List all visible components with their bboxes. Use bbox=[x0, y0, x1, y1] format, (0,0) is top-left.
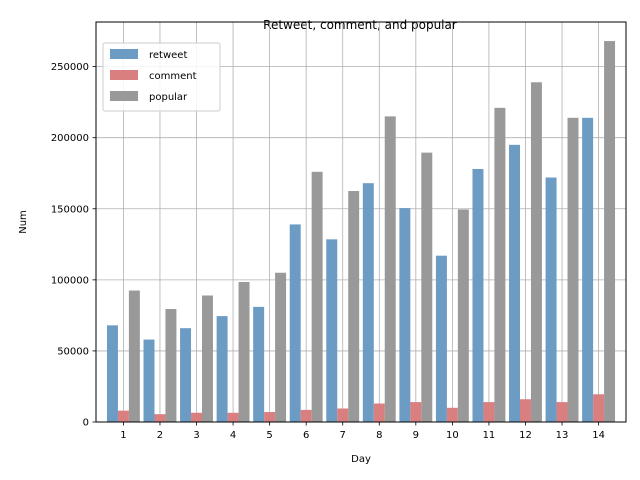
bar-comment bbox=[483, 402, 495, 422]
y-axis-ticks: 0 50000 100000 150000 200000 250000 bbox=[51, 62, 96, 429]
bar-retweet bbox=[509, 144, 520, 422]
x-axis-ticks: 1 2 3 4 5 6 7 8 9 10 11 12 13 14 bbox=[120, 422, 605, 441]
x-tick-label: 5 bbox=[266, 430, 272, 441]
bar-retweet bbox=[582, 117, 594, 423]
y-tick-label: 0 bbox=[83, 418, 89, 429]
legend-swatch-retweet bbox=[110, 49, 138, 59]
y-tick-label: 250000 bbox=[51, 62, 89, 73]
chart-title: Retweet, comment, and popular bbox=[263, 18, 457, 32]
plot-frame bbox=[95, 21, 627, 423]
x-tick-label: 10 bbox=[446, 430, 459, 441]
bar-popular bbox=[457, 209, 469, 422]
y-axis-label: Num bbox=[18, 210, 29, 234]
bar-popular bbox=[165, 308, 177, 422]
bar-retweet bbox=[106, 325, 118, 422]
bar-popular bbox=[202, 295, 213, 422]
bar-retweet bbox=[180, 328, 192, 422]
bar-comment bbox=[300, 409, 312, 422]
bar-retweet bbox=[362, 183, 374, 422]
y-tick-label: 200000 bbox=[51, 133, 89, 144]
bar-popular bbox=[494, 107, 506, 422]
x-tick-label: 7 bbox=[340, 430, 346, 441]
bar-comment bbox=[556, 402, 568, 422]
bars bbox=[106, 41, 616, 423]
bar-comment bbox=[337, 408, 349, 422]
bar-retweet bbox=[545, 177, 557, 422]
bar-popular bbox=[421, 152, 433, 422]
bar-comment bbox=[264, 412, 276, 422]
bar-retweet bbox=[143, 339, 155, 422]
legend-label-comment: comment bbox=[149, 71, 197, 82]
x-tick-label: 3 bbox=[193, 430, 199, 441]
bar-comment bbox=[373, 403, 385, 422]
bar-popular bbox=[311, 171, 323, 422]
bar-retweet bbox=[326, 239, 338, 422]
x-tick-label: 13 bbox=[556, 430, 569, 441]
bar-popular bbox=[275, 272, 287, 422]
x-tick-label: 4 bbox=[230, 430, 236, 441]
bar-popular bbox=[567, 117, 579, 423]
x-tick-label: 8 bbox=[376, 430, 382, 441]
bar-popular bbox=[348, 191, 360, 422]
x-tick-label: 14 bbox=[592, 430, 605, 441]
legend: retweet comment popular bbox=[102, 42, 221, 112]
bar-popular bbox=[530, 82, 542, 422]
x-tick-label: 2 bbox=[157, 430, 163, 441]
bar-comment bbox=[227, 412, 239, 422]
legend-label-popular: popular bbox=[149, 92, 188, 103]
bar-popular bbox=[238, 281, 250, 422]
bar-comment bbox=[520, 399, 531, 422]
x-tick-label: 9 bbox=[413, 430, 419, 441]
bar-popular bbox=[384, 116, 396, 422]
legend-label-retweet: retweet bbox=[149, 50, 187, 61]
bar-comment bbox=[593, 394, 605, 422]
legend-swatch-comment bbox=[110, 70, 138, 80]
bar-retweet bbox=[399, 208, 411, 422]
x-tick-label: 12 bbox=[519, 430, 532, 441]
x-axis-label: Day bbox=[351, 454, 371, 465]
bar-popular bbox=[604, 41, 616, 423]
x-tick-label: 6 bbox=[303, 430, 309, 441]
bar-comment bbox=[154, 414, 166, 422]
y-tick-label: 50000 bbox=[57, 346, 89, 357]
bar-retweet bbox=[289, 224, 301, 422]
y-tick-label: 150000 bbox=[51, 204, 89, 215]
y-tick-label: 100000 bbox=[51, 275, 89, 286]
bar-popular bbox=[128, 290, 140, 422]
legend-swatch-popular bbox=[110, 91, 138, 101]
bar-comment bbox=[410, 402, 422, 422]
x-tick-label: 11 bbox=[483, 430, 496, 441]
bar-retweet bbox=[472, 168, 484, 422]
bar-retweet bbox=[435, 255, 447, 422]
bar-comment bbox=[446, 407, 458, 422]
bar-comment bbox=[117, 410, 129, 422]
bar-retweet bbox=[253, 306, 265, 422]
x-tick-label: 1 bbox=[120, 430, 126, 441]
bar-comment bbox=[191, 412, 202, 422]
bar-retweet bbox=[216, 316, 228, 422]
